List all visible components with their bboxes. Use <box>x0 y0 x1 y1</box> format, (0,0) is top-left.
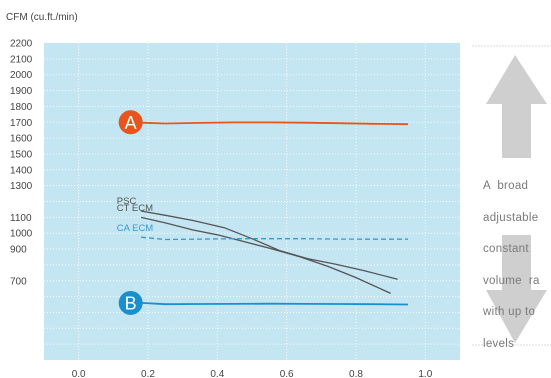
series-label: PSC <box>117 196 137 207</box>
x-tick-label: 0.0 <box>72 369 86 378</box>
y-tick-label: 2100 <box>10 54 33 65</box>
range-note-line: with up to <box>483 306 536 318</box>
range-note-line: constant <box>483 243 529 255</box>
x-tick-label: 0.6 <box>280 369 294 378</box>
y-tick-label: 900 <box>10 245 27 256</box>
arrow-down-icon <box>486 235 547 343</box>
arrow-up-icon <box>486 55 547 158</box>
marker-b-label: B <box>125 293 137 313</box>
x-tick-label: 0.2 <box>141 369 155 378</box>
y-tick-label: 700 <box>10 276 27 287</box>
series-line-a <box>141 121 409 126</box>
y-tick-label: 2200 <box>10 39 33 50</box>
y-tick-label: 1600 <box>10 134 33 145</box>
x-tick-label: 0.8 <box>349 369 363 378</box>
range-note: A broad adjustable constant volume ra wi… <box>483 160 551 360</box>
y-tick-label: 1000 <box>10 229 33 240</box>
series-line-b <box>141 302 409 306</box>
x-tick-label: 1.0 <box>418 369 432 378</box>
series-label: CA ECM <box>117 223 154 234</box>
y-tick-label: 1500 <box>10 149 33 160</box>
y-tick-label: 1400 <box>10 165 33 176</box>
point-markers: AB <box>118 110 143 315</box>
marker-a-label: A <box>125 113 137 133</box>
y-tick-label: 2000 <box>10 70 33 81</box>
range-note-line: levels <box>483 337 515 350</box>
y-tick-label: 1800 <box>10 102 33 113</box>
y-axis-ticks: 2200 2100 2000 1900 1800 1700 1600 1500 1400 1300… <box>10 39 33 288</box>
marker-a-circle <box>118 110 143 135</box>
y-tick-label: 1300 <box>10 181 33 192</box>
series-line-ct-ecm <box>140 216 391 294</box>
series-lines <box>140 121 409 306</box>
y-axis-title: CFM (cu.ft./min) <box>6 12 78 23</box>
range-note-line: adjustable <box>483 211 539 224</box>
y-tick-label: 1700 <box>10 118 33 129</box>
x-axis-ticks: 0.0 0.2 0.4 0.6 0.8 1.0 <box>72 369 433 378</box>
range-note-line: A broad <box>483 180 529 192</box>
series-line-psc <box>140 210 398 280</box>
series-label: CT ECM <box>117 203 153 214</box>
x-tick-label: 0.4 <box>210 369 224 378</box>
y-tick-label: 1100 <box>10 213 32 224</box>
marker-b-circle <box>118 290 143 315</box>
range-indicator <box>472 45 551 346</box>
y-tick-label: 1900 <box>10 86 33 97</box>
series-line-ca-ecm <box>141 236 408 241</box>
range-note-line: volume ra <box>483 274 540 287</box>
